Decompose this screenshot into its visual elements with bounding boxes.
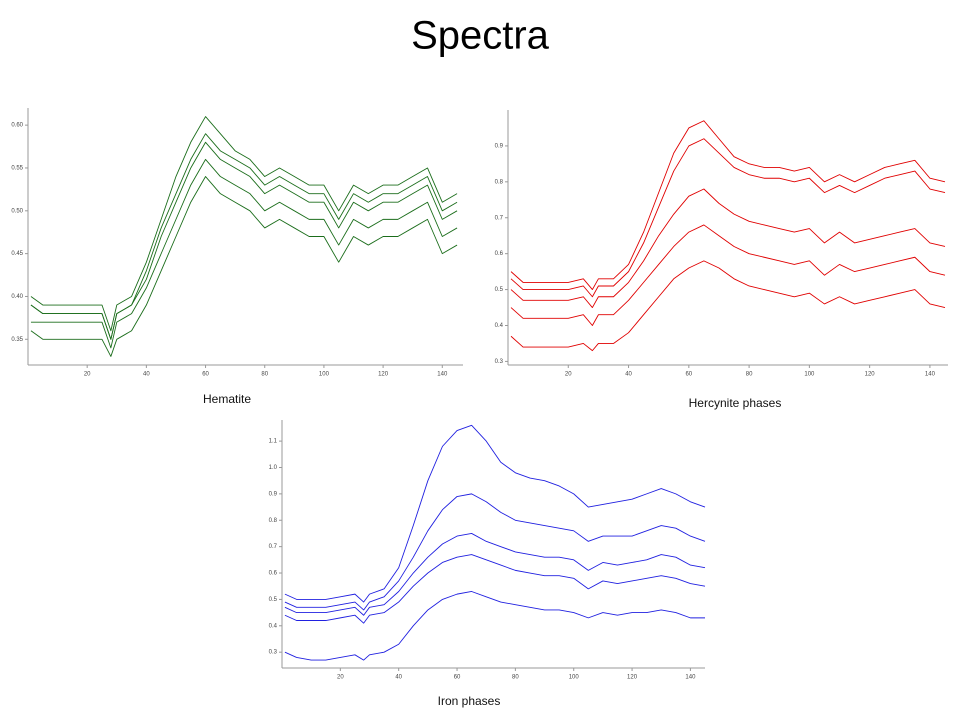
spectrum-line bbox=[510, 224, 946, 326]
y-tick-label: 0.6 bbox=[495, 251, 504, 257]
y-tick-label: 0.8 bbox=[269, 518, 278, 524]
x-tick-label: 100 bbox=[569, 675, 580, 681]
x-tick-label: 80 bbox=[512, 675, 519, 681]
y-tick-label: 0.40 bbox=[11, 294, 23, 300]
y-tick-label: 0.6 bbox=[269, 571, 278, 577]
x-tick-label: 140 bbox=[925, 372, 936, 378]
x-tick-label: 80 bbox=[746, 372, 753, 378]
chart-caption: Hercynite phases bbox=[689, 396, 782, 410]
spectrum-line bbox=[30, 116, 458, 332]
y-tick-label: 0.7 bbox=[495, 215, 504, 221]
spectrum-line bbox=[30, 141, 458, 340]
spectrum-line bbox=[510, 188, 946, 308]
spectrum-line bbox=[510, 120, 946, 291]
chart-caption: Iron phases bbox=[438, 694, 501, 708]
y-tick-label: 0.45 bbox=[11, 251, 23, 257]
spectrum-line bbox=[510, 260, 946, 352]
spectrum-line bbox=[284, 591, 705, 661]
x-tick-label: 20 bbox=[565, 372, 572, 378]
spectrum-line bbox=[284, 554, 706, 624]
x-tick-label: 140 bbox=[685, 675, 696, 681]
spectrum-line bbox=[30, 176, 458, 357]
x-tick-label: 20 bbox=[337, 675, 344, 681]
x-tick-label: 140 bbox=[437, 372, 448, 378]
x-tick-label: 40 bbox=[625, 372, 632, 378]
y-tick-label: 0.4 bbox=[495, 323, 504, 329]
x-tick-label: 20 bbox=[84, 372, 91, 378]
y-tick-label: 0.35 bbox=[11, 337, 23, 343]
spectrum-line bbox=[30, 158, 458, 349]
x-tick-label: 120 bbox=[378, 372, 389, 378]
x-tick-label: 80 bbox=[261, 372, 268, 378]
x-tick-label: 100 bbox=[319, 372, 330, 378]
y-tick-label: 0.60 bbox=[11, 123, 23, 129]
y-tick-label: 0.5 bbox=[269, 597, 278, 603]
y-tick-label: 0.8 bbox=[495, 179, 504, 185]
x-tick-label: 40 bbox=[143, 372, 150, 378]
x-tick-label: 60 bbox=[202, 372, 209, 378]
spectrum-line bbox=[284, 493, 706, 611]
spectrum-line bbox=[284, 533, 706, 616]
y-tick-label: 0.9 bbox=[495, 143, 504, 149]
y-tick-label: 0.50 bbox=[11, 208, 23, 214]
y-tick-label: 0.3 bbox=[495, 359, 504, 365]
x-tick-label: 100 bbox=[804, 372, 815, 378]
slide-title: Spectra bbox=[411, 14, 550, 58]
chart-caption: Hematite bbox=[203, 392, 251, 406]
y-tick-label: 1.1 bbox=[269, 439, 278, 445]
x-tick-label: 60 bbox=[685, 372, 692, 378]
x-tick-label: 40 bbox=[395, 675, 402, 681]
x-tick-label: 60 bbox=[454, 675, 461, 681]
y-tick-label: 0.55 bbox=[11, 166, 23, 172]
y-tick-label: 0.9 bbox=[269, 491, 278, 497]
spectrum-line bbox=[284, 424, 706, 603]
x-tick-label: 120 bbox=[627, 675, 638, 681]
y-tick-label: 0.7 bbox=[269, 544, 278, 550]
y-tick-label: 1.0 bbox=[269, 465, 278, 471]
y-tick-label: 0.4 bbox=[269, 623, 278, 629]
spectrum-line bbox=[510, 138, 946, 298]
y-tick-label: 0.3 bbox=[269, 650, 278, 656]
y-tick-label: 0.5 bbox=[495, 287, 504, 293]
x-tick-label: 120 bbox=[865, 372, 876, 378]
